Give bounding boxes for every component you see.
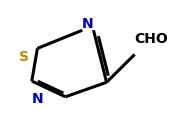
- Text: S: S: [19, 50, 29, 64]
- Text: N: N: [82, 17, 94, 31]
- Text: CHO: CHO: [135, 32, 168, 46]
- Text: N: N: [32, 92, 43, 106]
